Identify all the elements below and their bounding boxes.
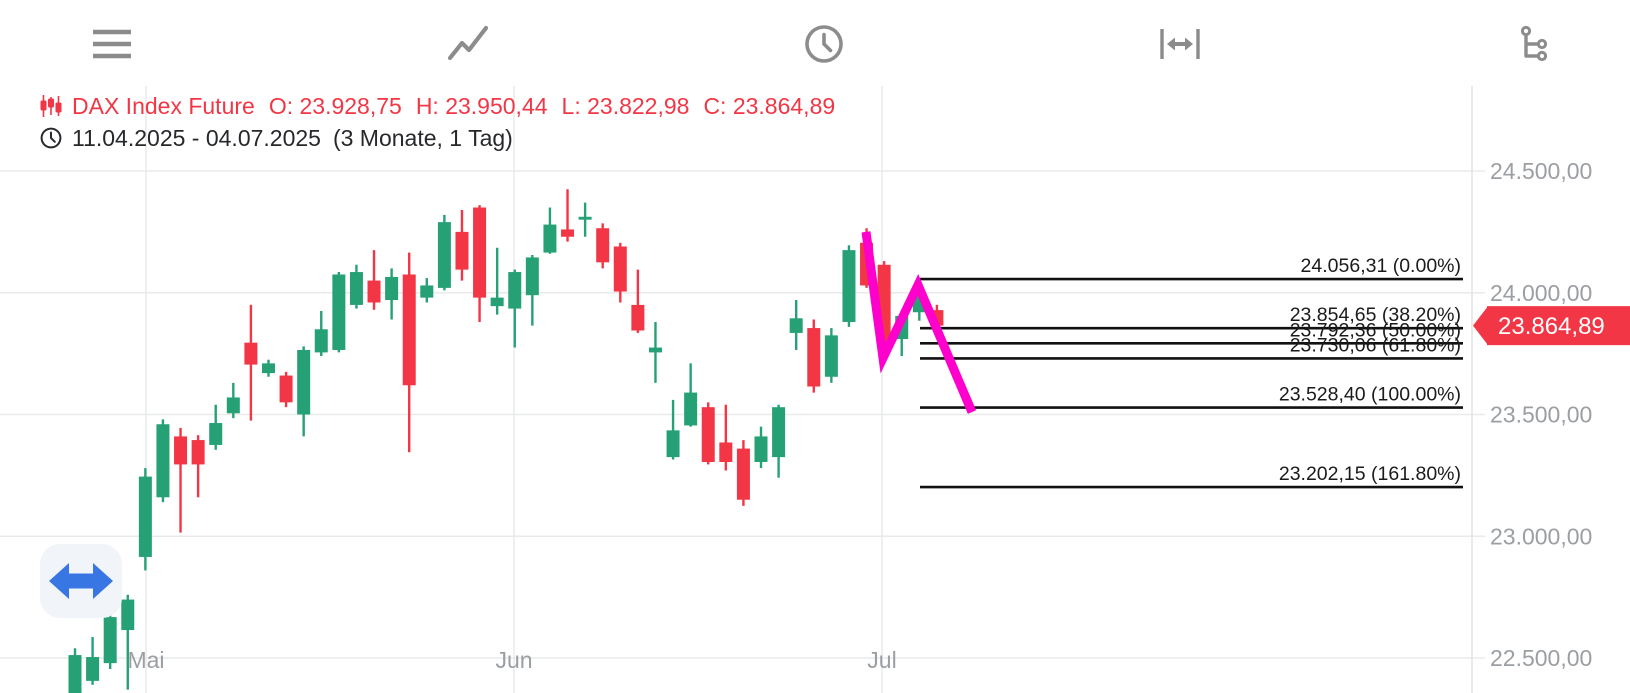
candle — [772, 404, 786, 478]
close-value: 23.864,89 — [732, 92, 836, 119]
zigzag-drawing[interactable] — [861, 231, 977, 414]
arrows-horizontal-icon — [49, 563, 113, 599]
high-label: H: — [415, 92, 439, 119]
branch-icon[interactable] — [1514, 22, 1558, 66]
candle — [807, 319, 821, 393]
low-value: 23.822,98 — [587, 92, 690, 119]
candle — [174, 427, 188, 533]
fib-level-label: 23.792,36 (50.00%) — [1290, 319, 1461, 341]
toolbar — [0, 0, 1630, 86]
candle — [279, 371, 293, 408]
y-axis-label: 24.500,00 — [1490, 158, 1592, 184]
x-axis-label: Mai — [127, 647, 164, 673]
candle — [68, 648, 82, 693]
candle — [402, 252, 416, 453]
pan-hint[interactable] — [40, 544, 122, 618]
candle — [121, 594, 135, 690]
trend-line-icon[interactable] — [446, 22, 490, 66]
candle — [297, 346, 311, 437]
clock-icon[interactable] — [802, 22, 846, 66]
candle — [842, 245, 856, 327]
last-price-tag: 23.864,89 — [1473, 306, 1630, 346]
candle — [490, 247, 504, 315]
x-axis-label: Jun — [495, 647, 532, 673]
clock-small-icon — [40, 127, 62, 149]
candle — [736, 440, 750, 506]
candle — [754, 426, 768, 469]
open-value: 23.928,75 — [299, 92, 402, 119]
candle — [385, 268, 399, 320]
fib-level-label: 23.202,15 (161.80%) — [1279, 463, 1461, 485]
y-axis-label: 23.500,00 — [1490, 402, 1592, 428]
candle — [314, 311, 328, 357]
candle — [596, 223, 610, 269]
candle — [789, 300, 803, 350]
candle — [473, 205, 487, 322]
candle — [349, 264, 363, 309]
y-axis-label: 23.000,00 — [1490, 523, 1592, 549]
candle — [420, 278, 434, 303]
candle — [701, 402, 715, 465]
low-label: L: — [561, 92, 581, 119]
candle — [437, 214, 451, 291]
y-axis-label: 24.000,00 — [1490, 280, 1592, 306]
candle — [332, 272, 346, 353]
x-axis-label: Jul — [867, 647, 896, 673]
candle — [824, 328, 838, 383]
period-label: (3 Monate, 1 Tag) — [332, 124, 513, 151]
candle — [613, 242, 627, 303]
candle — [631, 269, 645, 333]
ohlc-line: DAX Index Future O: 23.928,75 H: 23.950,… — [40, 92, 849, 120]
candle — [138, 468, 152, 571]
fib-level-label: 23.854,65 (38.20%) — [1290, 304, 1461, 326]
candle — [209, 404, 223, 450]
candlestick-icon — [40, 94, 62, 118]
date-range[interactable]: 11.04.2025 - 04.07.2025 — [72, 124, 321, 151]
chart-header: DAX Index Future O: 23.928,75 H: 23.950,… — [40, 92, 849, 152]
candle — [367, 250, 381, 310]
instrument-name[interactable]: DAX Index Future — [72, 92, 255, 119]
candle — [86, 637, 100, 685]
high-value: 23.950,44 — [445, 92, 548, 119]
candle — [666, 399, 680, 460]
y-axis-label: 22.500,00 — [1490, 645, 1592, 671]
close-label: C: — [703, 92, 727, 119]
candle — [244, 304, 258, 421]
fib-level-label: 23.528,40 (100.00%) — [1279, 384, 1461, 406]
fib-level-label: 24.056,31 (0.00%) — [1301, 255, 1461, 277]
candle — [191, 435, 205, 498]
date-range-line: 11.04.2025 - 04.07.2025 (3 Monate, 1 Tag… — [40, 124, 849, 152]
horizontal-range-icon[interactable] — [1158, 22, 1202, 66]
candle — [719, 404, 733, 471]
candle — [648, 321, 662, 383]
open-label: O: — [268, 92, 294, 119]
candle — [226, 382, 240, 419]
candle — [684, 363, 698, 427]
fib-level-label: 23.730,06 (61.80%) — [1290, 334, 1461, 356]
candle — [578, 202, 592, 237]
candle — [561, 189, 575, 242]
menu-icon[interactable] — [90, 22, 134, 66]
candle — [543, 207, 557, 254]
candle — [525, 255, 539, 326]
candle — [261, 359, 275, 377]
candle — [103, 609, 117, 669]
candle — [455, 209, 469, 281]
candle — [156, 419, 170, 503]
candle — [508, 269, 522, 348]
last-price-value: 23.864,89 — [1498, 313, 1605, 340]
